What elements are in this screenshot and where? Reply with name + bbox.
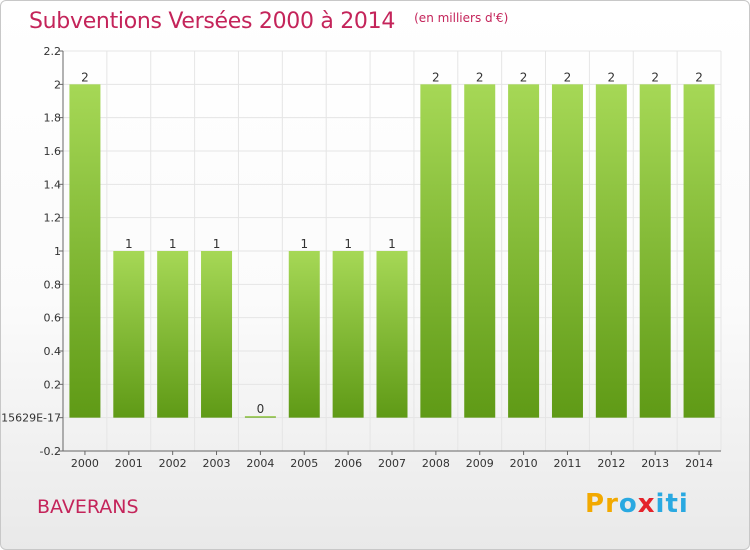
chart-title: Subventions Versées 2000 à 2014 — [29, 9, 396, 34]
x-tick-label: 2014 — [685, 457, 713, 470]
y-tick-label: 1.2 — [44, 212, 62, 225]
x-tick-label: 2004 — [246, 457, 274, 470]
y-tick-label: 1.8 — [44, 112, 62, 125]
bar — [464, 84, 496, 418]
data-label: 1 — [169, 237, 177, 251]
logo-letter: i — [678, 489, 689, 519]
chart-subtitle: (en milliers d'€) — [414, 11, 509, 25]
bar — [201, 251, 233, 418]
y-tick-label: 0.6 — [44, 312, 62, 325]
data-label: 2 — [608, 70, 616, 84]
data-label: 2 — [651, 70, 659, 84]
x-tick-label: 2010 — [510, 457, 538, 470]
x-tick-label: 2006 — [334, 457, 362, 470]
x-tick-label: 2002 — [159, 457, 187, 470]
logo-letter: i — [655, 489, 666, 519]
x-tick-label: 2012 — [597, 457, 625, 470]
x-tick-label: 2008 — [422, 457, 450, 470]
y-tick-label: 1.6 — [44, 145, 62, 158]
y-tick-label: 2.2 — [44, 45, 62, 58]
x-tick-label: 2011 — [553, 457, 581, 470]
x-tick-label: 2013 — [641, 457, 669, 470]
y-tick-label: -0.2 — [40, 445, 61, 458]
axes — [59, 50, 721, 455]
commune-name: BAVERANS — [37, 496, 139, 518]
logo-letter: P — [585, 489, 606, 519]
labels: -0.2 -2.15629E-17 0.2 0.4 0.6 0.8 1 1.2 1.4 1.6 1.… — [1, 45, 713, 470]
y-tick-label: 1.4 — [44, 178, 62, 191]
data-label: 2 — [81, 70, 89, 84]
logo-letter: o — [618, 489, 638, 519]
y-tick-label: 0.2 — [44, 378, 62, 391]
data-label: 2 — [476, 70, 484, 84]
y-tick-label: -2.15629E-17 — [1, 412, 61, 425]
y-tick-label: 1 — [54, 245, 61, 258]
x-tick-label: 2000 — [71, 457, 99, 470]
x-tick-label: 2005 — [290, 457, 318, 470]
bar — [551, 84, 583, 418]
bars — [69, 84, 715, 418]
data-label: 1 — [300, 237, 308, 251]
data-label: 0 — [257, 402, 265, 416]
y-tick-label: 0.8 — [44, 278, 62, 291]
logo-letter: r — [605, 489, 619, 519]
data-label: 2 — [564, 70, 572, 84]
bar — [376, 251, 408, 418]
data-label: 1 — [388, 237, 396, 251]
title-block: Subventions Versées 2000 à 2014 (en mill… — [29, 9, 508, 34]
bar — [420, 84, 452, 418]
data-label: 1 — [213, 237, 221, 251]
y-tick-label: 2 — [54, 78, 61, 91]
x-tick-label: 2003 — [203, 457, 231, 470]
data-label: 2 — [695, 70, 703, 84]
data-label: 1 — [125, 237, 133, 251]
logo-letter: t — [665, 489, 679, 519]
bar — [288, 251, 320, 418]
data-label: 1 — [344, 237, 352, 251]
bar — [157, 251, 189, 418]
x-tick-label: 2009 — [466, 457, 494, 470]
bar — [508, 84, 540, 418]
x-tick-label: 2001 — [115, 457, 143, 470]
bar — [683, 84, 715, 418]
logo-letter: x — [637, 489, 656, 519]
proxiti-logo[interactable]: Proxiti — [585, 489, 689, 519]
data-label: 2 — [432, 70, 440, 84]
y-tick-label: 0.4 — [44, 345, 62, 358]
data-label: 2 — [520, 70, 528, 84]
bar — [244, 416, 276, 418]
bar — [595, 84, 627, 418]
bar — [113, 251, 145, 418]
x-tick-label: 2007 — [378, 457, 406, 470]
bar — [69, 84, 101, 418]
bar — [639, 84, 671, 418]
bar — [332, 251, 364, 418]
